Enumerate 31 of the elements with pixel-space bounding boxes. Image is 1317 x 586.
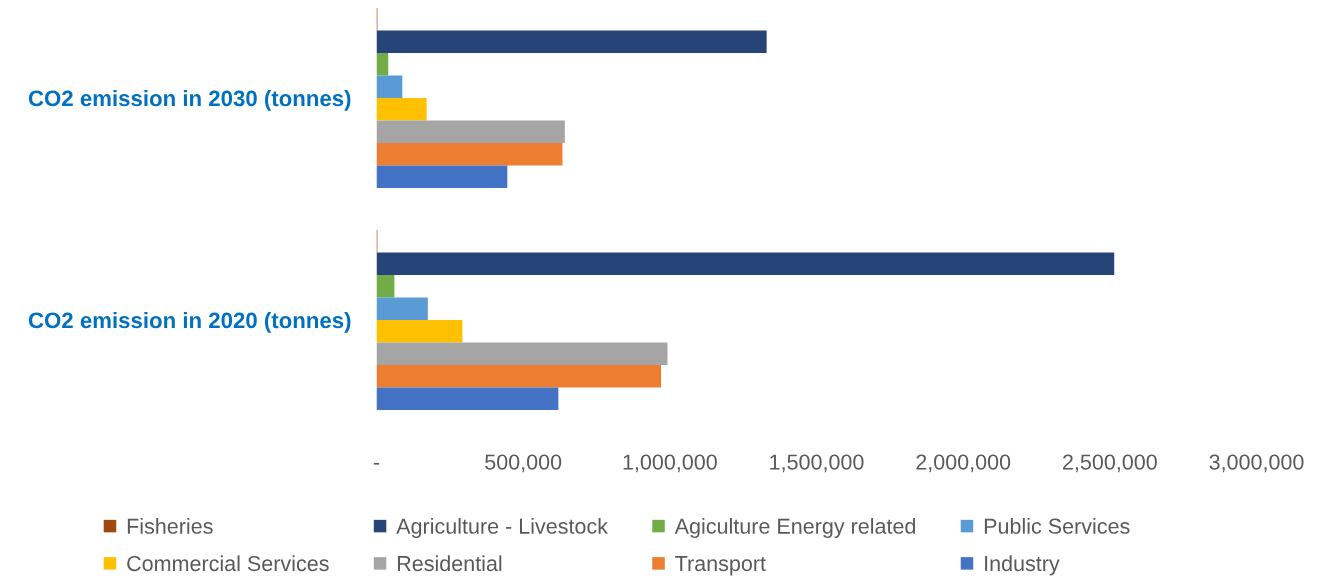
x-tick-label: 1,000,000 (623, 454, 717, 473)
y-tick-label: CO2 emission in 2020 (tonnes) (28, 311, 351, 333)
bar (376, 142, 563, 166)
x-tick-label: - (373, 462, 380, 465)
bar (376, 75, 403, 98)
x-tick-label: 2,000,000 (916, 454, 1011, 473)
legend-label: Agriculture - Livestock (396, 518, 608, 539)
bar (376, 320, 463, 343)
legend-label: Residential (397, 555, 502, 572)
bar (376, 252, 1115, 276)
x-tick-label: 500,000 (485, 454, 562, 473)
y-tick-label: CO2 emission in 2030 (tonnes) (28, 89, 351, 111)
legend-label: Public Services (984, 518, 1130, 534)
bar (376, 120, 565, 143)
legend-label: Agiculture Energy related (674, 518, 916, 539)
x-tick-label: 1,500,000 (770, 454, 864, 473)
bar (376, 275, 395, 298)
bar (376, 98, 427, 121)
legend-label: Commercial Services (127, 555, 329, 572)
legend-label: Industry (985, 555, 1060, 576)
bar (376, 165, 508, 188)
bar (376, 53, 389, 76)
x-tick-label: 3,000,000 (1209, 454, 1304, 473)
legend-label: Transport (675, 556, 766, 576)
bar (376, 30, 767, 54)
bar (376, 387, 559, 410)
bar (376, 297, 428, 320)
legend-label: Fisheries (127, 518, 213, 534)
x-tick-label: 2,500,000 (1063, 454, 1157, 473)
bar (376, 342, 668, 365)
bar (376, 364, 662, 388)
